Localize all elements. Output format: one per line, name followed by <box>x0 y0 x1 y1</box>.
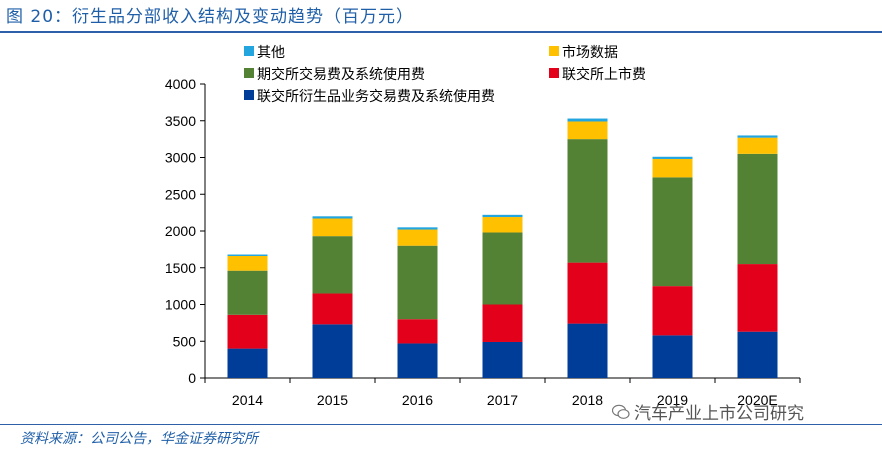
bar-segment <box>652 158 693 178</box>
page-title: 图 20：衍生品分部收入结构及变动趋势（百万元） <box>6 7 415 27</box>
x-tick-label: 2016 <box>402 392 433 408</box>
bar-segment <box>482 304 523 342</box>
watermark-text: 汽车产业上市公司研究 <box>634 404 804 424</box>
bar-stack <box>567 118 608 378</box>
bar-stack <box>397 227 438 378</box>
y-axis: 0 500 1000 1500 2000 2500 3000 3500 4000 <box>165 76 206 386</box>
watermark: 汽车产业上市公司研究 <box>612 399 804 424</box>
bar-segment <box>652 156 693 159</box>
bar-segment <box>737 264 778 332</box>
bar-segment <box>397 227 438 230</box>
bar-segment <box>482 214 523 218</box>
y-tick-label: 3500 <box>165 113 196 129</box>
bar-segment <box>482 341 523 378</box>
title-divider <box>0 31 882 33</box>
legend-item: 市场数据 <box>549 44 618 61</box>
bar-segment <box>312 236 353 294</box>
legend-label: 联交所上市费 <box>562 66 646 83</box>
bar-segment <box>737 135 778 138</box>
bar-segment <box>227 254 268 256</box>
y-tick-label: 2500 <box>165 186 196 202</box>
bar-segment <box>312 324 353 378</box>
bar-segment <box>567 121 608 140</box>
bar-stack <box>227 254 268 378</box>
bar-stack <box>482 214 523 378</box>
bar-area <box>227 118 778 378</box>
bar-stack <box>312 216 353 378</box>
bar-segment <box>482 232 523 305</box>
y-tick-label: 4000 <box>165 76 196 92</box>
bar-segment <box>312 293 353 325</box>
bar-segment <box>567 262 608 324</box>
bar-stack <box>652 156 693 378</box>
source-note: 资料来源：公司公告，华金证券研究所 <box>20 431 258 447</box>
legend-swatch <box>244 46 254 56</box>
legend-swatch <box>244 68 254 78</box>
bar-segment <box>567 139 608 263</box>
x-tick-label: 2019 <box>657 392 688 408</box>
x-tick-label: 2018 <box>572 392 603 408</box>
wechat-icon <box>612 404 630 419</box>
y-tick-label: 500 <box>173 333 197 349</box>
legend-label: 市场数据 <box>562 44 618 61</box>
bar-segment <box>227 348 268 378</box>
bar-segment <box>397 245 438 320</box>
bar-stack <box>737 135 778 378</box>
bar-segment <box>737 153 778 265</box>
bar-segment <box>227 314 268 349</box>
legend-swatch <box>244 90 254 100</box>
bar-segment <box>737 331 778 378</box>
legend-item: 其他 <box>244 45 285 61</box>
bar-segment <box>227 255 268 271</box>
legend-label: 联交所衍生品业务交易费及系统使用费 <box>257 88 495 105</box>
legend-label: 其他 <box>257 45 285 61</box>
bar-segment <box>567 118 608 122</box>
y-tick-label: 0 <box>188 370 196 386</box>
legend-item: 联交所衍生品业务交易费及系统使用费 <box>244 88 495 105</box>
y-tick-label: 2000 <box>165 223 196 239</box>
legend-swatch <box>549 68 559 78</box>
bar-segment <box>652 335 693 378</box>
x-tick-label: 2015 <box>317 392 348 408</box>
x-tick-label: 2014 <box>232 392 263 408</box>
y-tick-label: 1500 <box>165 260 196 276</box>
source-divider <box>0 424 882 425</box>
legend-swatch <box>549 46 559 56</box>
bar-segment <box>227 270 268 315</box>
bar-segment <box>567 323 608 378</box>
bar-segment <box>737 137 778 154</box>
legend-label: 期交所交易费及系统使用费 <box>257 66 425 83</box>
bar-segment <box>652 286 693 336</box>
y-tick-label: 3000 <box>165 150 196 166</box>
bar-segment <box>397 319 438 344</box>
bar-segment <box>397 343 438 378</box>
legend-item: 期交所交易费及系统使用费 <box>244 66 425 83</box>
y-tick-label: 1000 <box>165 297 196 313</box>
legend-item: 联交所上市费 <box>549 66 646 83</box>
bar-segment <box>312 216 353 219</box>
bar-segment <box>482 217 523 233</box>
bar-segment <box>312 218 353 237</box>
x-tick-label: 2020E <box>737 392 777 408</box>
x-tick-label: 2017 <box>487 392 518 408</box>
bar-segment <box>397 229 438 246</box>
bar-segment <box>652 177 693 287</box>
